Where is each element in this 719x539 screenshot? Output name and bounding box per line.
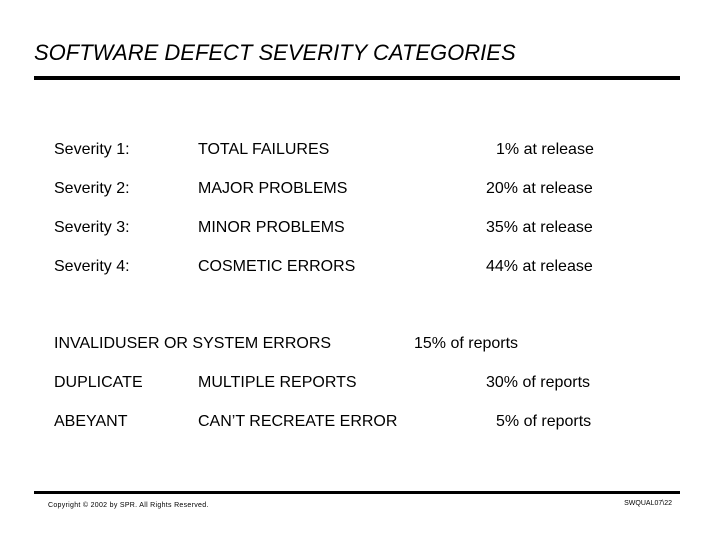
severity-1-category: TOTAL FAILURES: [198, 141, 330, 158]
page-title: SOFTWARE DEFECT SEVERITY CATEGORIES: [34, 40, 516, 65]
severity-3-category: MINOR PROBLEMS: [198, 219, 345, 236]
invalid-label: INVALIDUSER OR SYSTEM ERRORS: [54, 335, 332, 352]
severity-3-value: 35% at release: [486, 219, 593, 236]
copyright-notice: Copyright © 2002 by SPR. All Rights Rese…: [48, 502, 209, 509]
duplicate-category: MULTIPLE REPORTS: [198, 374, 357, 391]
invalid-value: 15% of reports: [414, 335, 519, 352]
abeyant-label: ABEYANT: [54, 413, 128, 430]
title-divider: [34, 76, 680, 80]
severity-2-level: Severity 2:: [54, 180, 130, 197]
abeyant-category: CAN’T RECREATE ERROR: [198, 413, 398, 430]
duplicate-label: DUPLICATE: [54, 374, 143, 391]
severity-1-level: Severity 1:: [54, 141, 130, 158]
severity-3-level: Severity 3:: [54, 219, 130, 236]
severity-2-category: MAJOR PROBLEMS: [198, 180, 348, 197]
duplicate-value: 30% of reports: [486, 374, 591, 391]
severity-4-category: COSMETIC ERRORS: [198, 258, 356, 275]
slide-code: SWQUAL07\22: [624, 500, 672, 507]
abeyant-value: 5% of reports: [496, 413, 592, 430]
footer-divider: [34, 491, 680, 494]
severity-4-value: 44% at release: [486, 258, 593, 275]
severity-1-value: 1% at release: [496, 141, 594, 158]
severity-2-value: 20% at release: [486, 180, 593, 197]
severity-4-level: Severity 4:: [54, 258, 130, 275]
